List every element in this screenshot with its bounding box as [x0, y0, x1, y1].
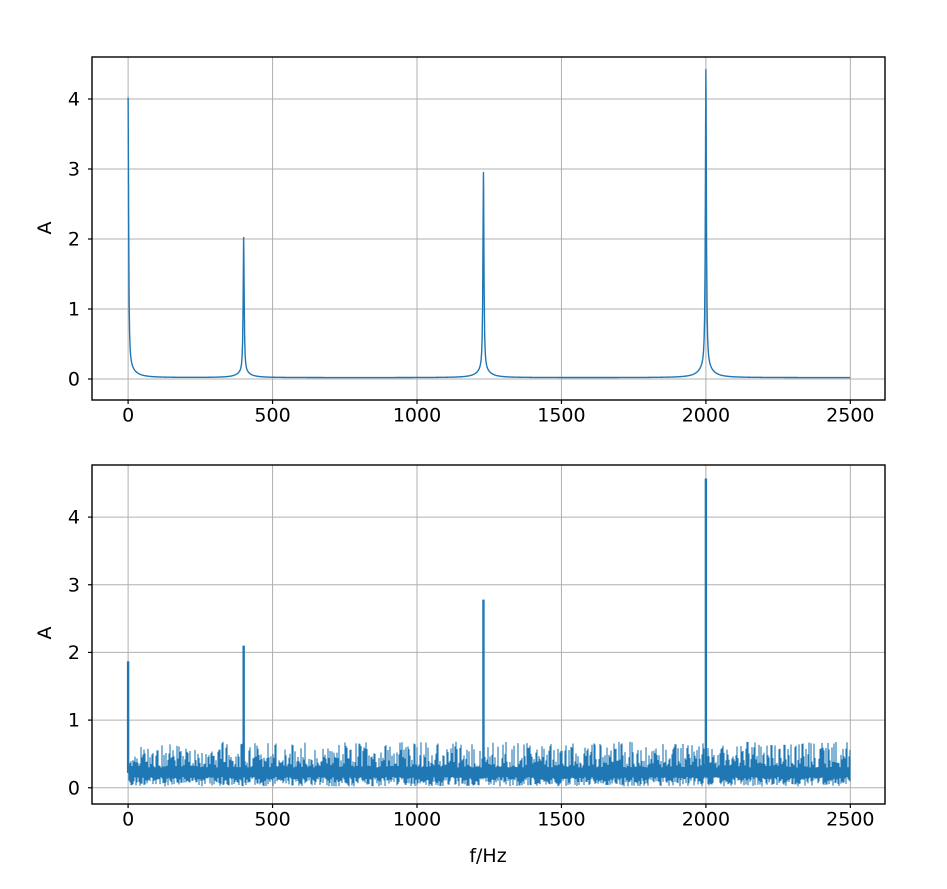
y-tick-label: 4 [68, 89, 80, 111]
y-tick-label: 4 [68, 507, 80, 529]
bottom-plot-xlabel: f/Hz [469, 844, 507, 867]
x-tick-label: 0 [122, 809, 134, 831]
axes-spines [91, 464, 886, 805]
y-tick-label: 3 [68, 159, 80, 181]
bottom-plot-ylabel: A [33, 626, 56, 640]
x-tick-label: 2000 [682, 809, 730, 831]
x-tick-label: 1000 [393, 405, 441, 427]
x-tick-label: 500 [254, 809, 290, 831]
x-tick-label: 2500 [826, 809, 874, 831]
x-tick-label: 2500 [826, 405, 874, 427]
y-tick-label: 2 [68, 642, 80, 664]
x-tick-label: 1500 [537, 809, 585, 831]
y-tick-label: 0 [68, 369, 80, 391]
y-tick-label: 2 [68, 229, 80, 251]
x-tick-label: 1500 [537, 405, 585, 427]
spectrum-line [127, 68, 851, 379]
noise-floor-band [128, 741, 851, 787]
top-plot-ylabel: A [33, 221, 56, 235]
x-tick-label: 2000 [682, 405, 730, 427]
y-tick-label: 1 [68, 710, 80, 732]
y-tick-label: 1 [68, 299, 80, 321]
x-tick-label: 1000 [393, 809, 441, 831]
x-tick-label: 0 [122, 405, 134, 427]
x-tick-label: 500 [254, 405, 290, 427]
y-tick-label: 3 [68, 574, 80, 596]
axes-spines [91, 56, 886, 401]
y-tick-label: 0 [68, 777, 80, 799]
